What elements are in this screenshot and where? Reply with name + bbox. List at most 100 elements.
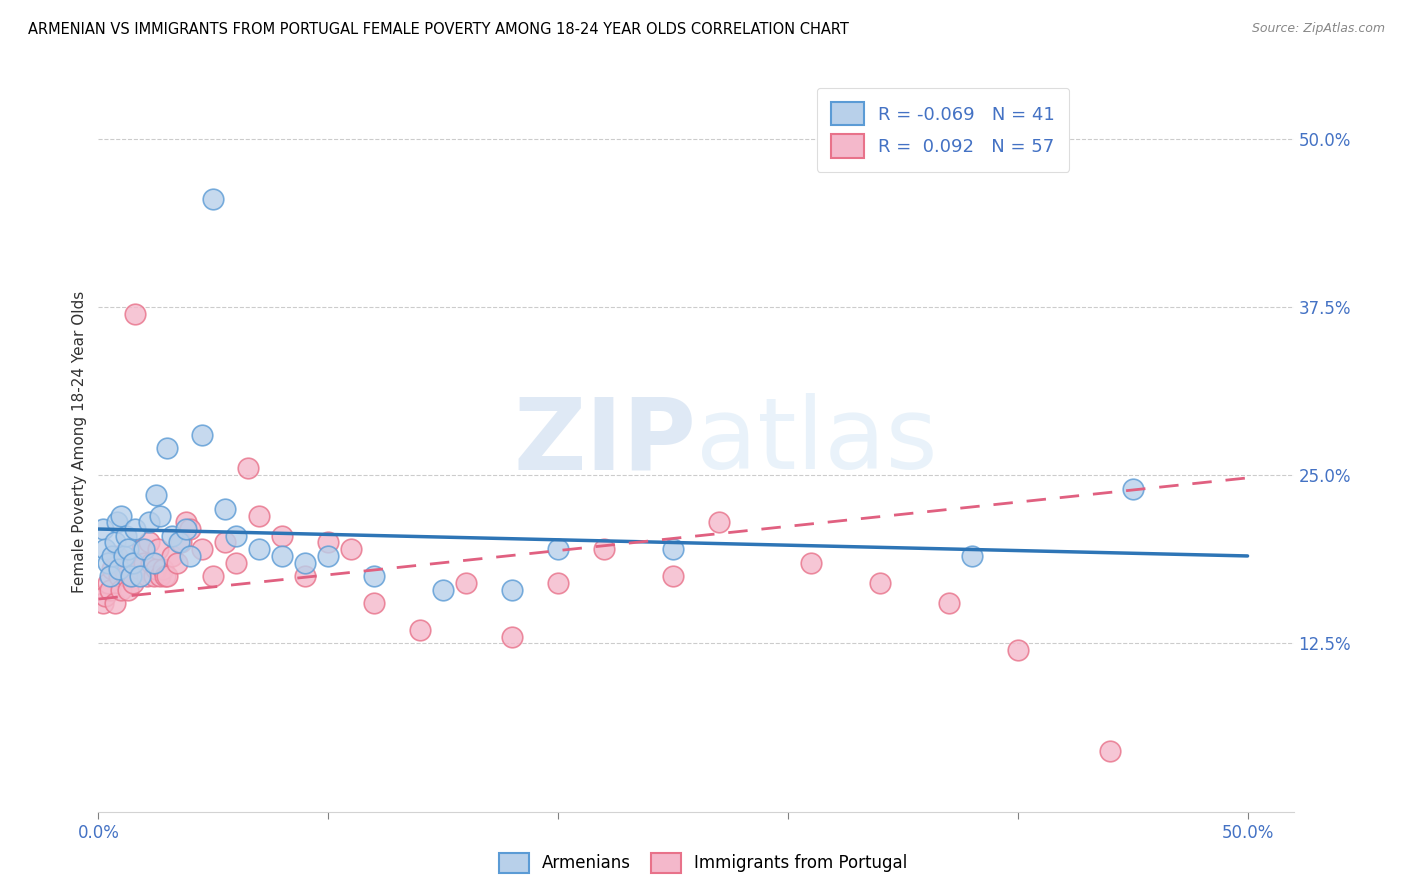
- Point: [156, 569, 179, 583]
- Point: [547, 542, 569, 557]
- Point: [131, 542, 153, 557]
- Point: [1122, 482, 1144, 496]
- Point: [149, 569, 172, 583]
- Point: [869, 575, 891, 590]
- Text: Source: ZipAtlas.com: Source: ZipAtlas.com: [1251, 22, 1385, 36]
- Point: [117, 542, 139, 557]
- Point: [115, 569, 138, 583]
- Point: [662, 569, 685, 583]
- Point: [101, 549, 124, 563]
- Point: [316, 549, 339, 563]
- Point: [120, 569, 142, 583]
- Point: [108, 569, 131, 583]
- Text: ARMENIAN VS IMMIGRANTS FROM PORTUGAL FEMALE POVERTY AMONG 18-24 YEAR OLDS CORREL: ARMENIAN VS IMMIGRANTS FROM PORTUGAL FEM…: [28, 22, 849, 37]
- Point: [191, 542, 214, 557]
- Point: [94, 542, 117, 557]
- Point: [160, 529, 183, 543]
- Point: [662, 542, 685, 557]
- Point: [120, 569, 142, 583]
- Point: [135, 569, 157, 583]
- Point: [128, 569, 150, 583]
- Point: [138, 535, 160, 549]
- Point: [174, 516, 197, 530]
- Point: [202, 569, 225, 583]
- Point: [122, 575, 145, 590]
- Text: ZIP: ZIP: [513, 393, 696, 490]
- Point: [91, 596, 114, 610]
- Point: [236, 461, 259, 475]
- Point: [214, 501, 236, 516]
- Point: [174, 522, 197, 536]
- Point: [148, 542, 170, 557]
- Point: [160, 549, 183, 563]
- Point: [98, 569, 121, 583]
- Point: [501, 582, 523, 597]
- Point: [271, 529, 294, 543]
- Point: [1007, 643, 1029, 657]
- Point: [960, 549, 983, 563]
- Point: [156, 442, 179, 456]
- Point: [145, 562, 167, 576]
- Point: [108, 562, 131, 576]
- Point: [124, 522, 146, 536]
- Point: [122, 556, 145, 570]
- Point: [501, 630, 523, 644]
- Point: [110, 508, 132, 523]
- Point: [134, 542, 156, 557]
- Legend: R = -0.069   N = 41, R =  0.092   N = 57: R = -0.069 N = 41, R = 0.092 N = 57: [817, 87, 1070, 172]
- Point: [149, 508, 172, 523]
- Point: [800, 556, 823, 570]
- Point: [179, 549, 201, 563]
- Point: [138, 516, 160, 530]
- Point: [363, 596, 385, 610]
- Point: [247, 542, 270, 557]
- Point: [340, 542, 363, 557]
- Point: [124, 307, 146, 321]
- Point: [103, 535, 125, 549]
- Text: atlas: atlas: [696, 393, 938, 490]
- Point: [225, 529, 247, 543]
- Legend: Armenians, Immigrants from Portugal: Armenians, Immigrants from Portugal: [492, 847, 914, 880]
- Point: [97, 575, 120, 590]
- Point: [127, 556, 149, 570]
- Point: [103, 596, 125, 610]
- Point: [112, 562, 135, 576]
- Point: [316, 535, 339, 549]
- Point: [247, 508, 270, 523]
- Point: [105, 549, 128, 563]
- Point: [110, 582, 132, 597]
- Point: [94, 590, 117, 604]
- Point: [271, 549, 294, 563]
- Point: [214, 535, 236, 549]
- Point: [97, 556, 120, 570]
- Point: [363, 569, 385, 583]
- Point: [202, 192, 225, 206]
- Point: [191, 427, 214, 442]
- Point: [409, 623, 432, 637]
- Point: [134, 556, 156, 570]
- Point: [547, 575, 569, 590]
- Point: [593, 542, 616, 557]
- Point: [294, 556, 316, 570]
- Point: [117, 582, 139, 597]
- Point: [112, 549, 135, 563]
- Point: [142, 556, 165, 570]
- Point: [456, 575, 478, 590]
- Point: [115, 529, 138, 543]
- Point: [166, 556, 188, 570]
- Point: [179, 522, 201, 536]
- Point: [1098, 744, 1121, 758]
- Point: [145, 488, 167, 502]
- Point: [128, 562, 150, 576]
- Point: [432, 582, 454, 597]
- Point: [170, 535, 193, 549]
- Point: [98, 582, 121, 597]
- Point: [153, 569, 176, 583]
- Point: [91, 522, 114, 536]
- Point: [707, 516, 730, 530]
- Point: [142, 569, 165, 583]
- Y-axis label: Female Poverty Among 18-24 Year Olds: Female Poverty Among 18-24 Year Olds: [72, 291, 87, 592]
- Point: [105, 516, 128, 530]
- Point: [152, 562, 174, 576]
- Point: [141, 556, 163, 570]
